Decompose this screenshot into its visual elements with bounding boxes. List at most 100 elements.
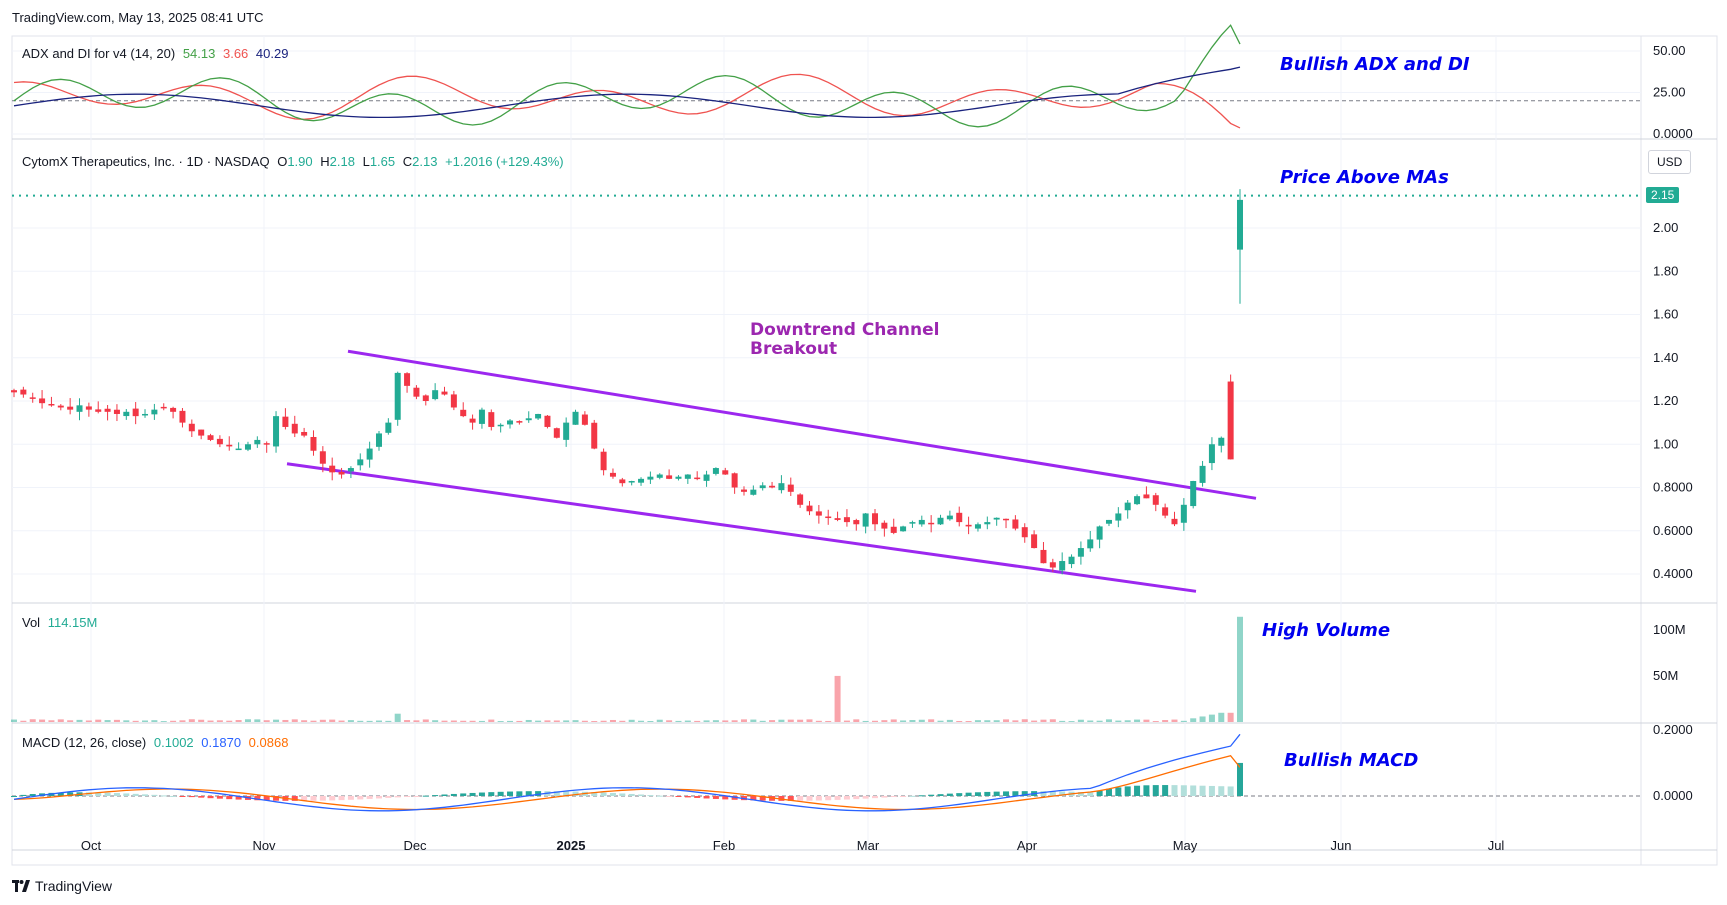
macd-histogram-bar — [993, 791, 1000, 796]
volume-bar — [254, 719, 261, 722]
currency-button[interactable]: USD — [1648, 150, 1692, 174]
price-axis-label: 1.20 — [1653, 393, 1678, 408]
macd-signal-value: 0.0868 — [248, 735, 289, 750]
candle-body — [57, 405, 64, 408]
macd-histogram-bar — [413, 796, 420, 797]
tradingview-logo-text: TradingView — [35, 878, 113, 894]
macd-histogram-bar — [1059, 791, 1066, 796]
candle-body — [1152, 495, 1159, 505]
volume-bar — [815, 720, 822, 722]
price-axis-label: 1.80 — [1653, 263, 1678, 278]
price-axis-label: 1.60 — [1653, 307, 1678, 322]
volume-bar — [460, 720, 467, 722]
volume-bar — [516, 720, 523, 722]
symbol-label[interactable]: CytomX Therapeutics, Inc. · 1D · NASDAQ — [22, 154, 270, 169]
macd-histogram-bar — [441, 794, 448, 796]
candle-body — [1171, 518, 1178, 525]
macd-histogram-bar — [507, 791, 514, 796]
volume-bar — [207, 720, 214, 722]
candle-body — [853, 520, 860, 525]
annotation-price: Price Above MAs — [1280, 167, 1449, 188]
volume-title: Vol — [22, 615, 41, 630]
candle-body — [39, 398, 46, 404]
candle-body — [581, 414, 588, 425]
volume-bar — [1077, 719, 1084, 722]
candle-body — [226, 444, 233, 447]
candle-body — [656, 474, 663, 478]
macd-histogram-bar — [553, 791, 560, 796]
macd-histogram-bar — [104, 792, 111, 796]
candle-body — [198, 429, 205, 436]
volume-bar — [20, 720, 27, 722]
adx-di-plus-value: 54.13 — [182, 46, 216, 61]
volume-bar — [666, 720, 673, 722]
volume-bar — [170, 720, 177, 722]
macd-histogram-bar — [1227, 786, 1234, 796]
time-axis-label: 2025 — [557, 838, 586, 853]
channel-lower-line — [286, 462, 1197, 593]
macd-histogram-bar — [778, 796, 785, 801]
volume-bar — [244, 719, 251, 722]
volume-bar — [563, 720, 570, 722]
volume-bar — [123, 720, 130, 722]
volume-bar — [497, 721, 504, 722]
adx-legend: ADX and DI for v4 (14, 20) 54.13 3.66 40… — [22, 46, 292, 61]
tradingview-logo[interactable]: TradingView — [12, 878, 112, 894]
candle-body — [609, 472, 616, 477]
macd-histogram-bar — [254, 796, 261, 801]
macd-histogram-bar — [900, 796, 907, 797]
macd-histogram-bar — [319, 796, 326, 801]
macd-histogram-bar — [890, 796, 897, 798]
open-label: O — [277, 154, 288, 169]
volume-bar — [581, 720, 588, 722]
macd-histogram-bar — [675, 796, 682, 797]
candle-body — [797, 494, 804, 505]
macd-histogram-bar — [591, 792, 598, 796]
macd-histogram-bar — [516, 791, 523, 796]
candle-body — [179, 410, 186, 423]
candle-body — [787, 484, 794, 492]
candle-body — [778, 483, 785, 491]
volume-bar — [338, 720, 345, 722]
volume-bar — [1218, 712, 1225, 722]
time-axis-label: Mar — [857, 838, 880, 853]
volume-bar — [291, 719, 298, 722]
candle-body — [769, 485, 776, 488]
volume-bar — [806, 719, 813, 722]
volume-bar — [834, 675, 841, 722]
candle-body — [85, 406, 92, 410]
candle-body — [1077, 548, 1084, 557]
macd-histogram-bar — [535, 791, 542, 796]
macd-histogram-bar — [188, 796, 195, 798]
volume-bar — [1190, 718, 1197, 722]
volume-bar — [703, 720, 710, 722]
annotation-volume: High Volume — [1262, 620, 1391, 641]
volume-bar — [825, 720, 832, 722]
volume-bar — [638, 720, 645, 722]
macd-histogram-bar — [1218, 786, 1225, 796]
change-value: +1.2016 (+129.43%) — [445, 154, 564, 169]
candle-body — [95, 409, 102, 412]
macd-histogram-bar — [1021, 791, 1028, 796]
macd-histogram-bar — [628, 793, 635, 796]
volume-bar — [918, 719, 925, 722]
candle-body — [666, 475, 673, 479]
candle-body — [1124, 502, 1131, 511]
macd-histogram-bar — [937, 794, 944, 796]
macd-histogram-bar — [394, 796, 401, 798]
macd-histogram-bar — [834, 796, 841, 800]
candle-body — [76, 405, 83, 412]
macd-histogram-bar — [853, 796, 860, 800]
volume-bar — [928, 719, 935, 722]
candle-body — [638, 478, 645, 483]
candle-body — [694, 477, 701, 480]
volume-bar — [104, 720, 111, 722]
candle-body — [815, 511, 822, 516]
candle-body — [544, 415, 551, 427]
candle-body — [516, 421, 523, 423]
candle-body — [123, 411, 130, 417]
macd-histogram-bar — [638, 794, 645, 796]
candle-body — [422, 395, 429, 401]
macd-hist-value: 0.1002 — [153, 735, 194, 750]
